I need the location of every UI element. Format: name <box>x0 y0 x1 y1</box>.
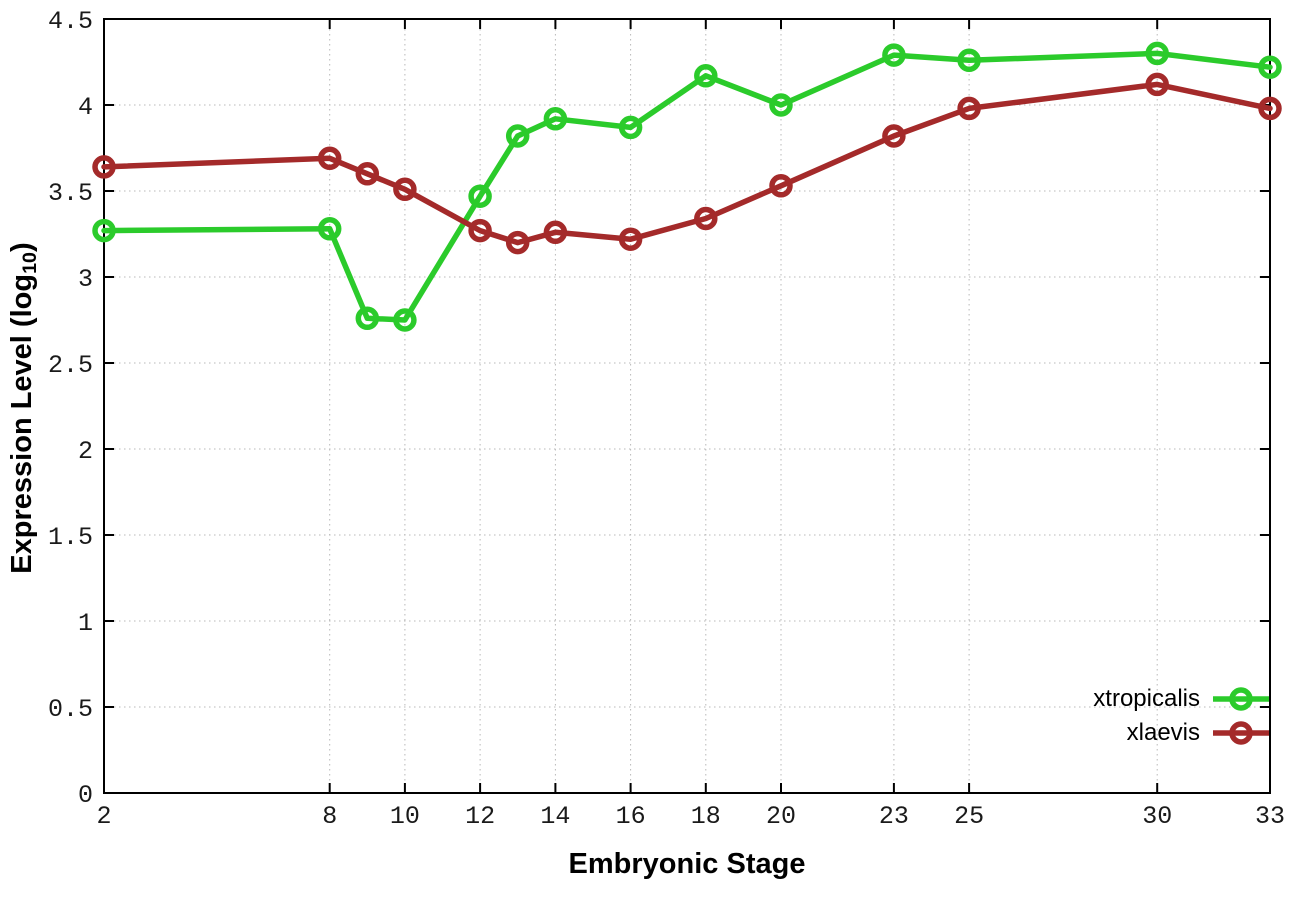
legend: xtropicalis xlaevis <box>1093 682 1272 750</box>
legend-sample-point <box>1229 687 1253 711</box>
data-point-xlaevis <box>1258 96 1282 121</box>
y-tick-label: 2.5 <box>48 351 93 380</box>
y-axis-label: Expression Level (log10) <box>4 153 41 663</box>
x-axis-label: Embryonic Stage <box>568 848 806 880</box>
data-point-xtropicalis <box>317 217 342 241</box>
y-axis-label-text: Expression Level (log <box>6 273 38 574</box>
y-tick-label: 1 <box>78 609 93 638</box>
x-tick-label: 23 <box>879 802 909 831</box>
data-point-xtropicalis <box>468 184 492 208</box>
x-tick-label: 14 <box>540 802 570 831</box>
data-point-xlaevis <box>543 220 568 245</box>
data-point-xlaevis <box>957 96 981 121</box>
data-point-xlaevis <box>317 146 342 171</box>
data-point-xtropicalis <box>769 93 793 117</box>
y-tick-label: 4 <box>78 93 93 122</box>
y-tick-label: 2 <box>78 437 93 466</box>
data-point-xlaevis <box>618 227 643 251</box>
legend-item-xtropicalis: xtropicalis <box>1093 682 1272 716</box>
y-tick-label: 1.5 <box>48 523 93 552</box>
data-point-xlaevis <box>694 206 718 231</box>
legend-label-xtropicalis: xtropicalis <box>1093 685 1200 712</box>
legend-marker-xtropicalis <box>1213 687 1269 711</box>
y-tick-label: 4.5 <box>48 7 93 36</box>
data-point-xtropicalis <box>1258 55 1282 79</box>
data-point-xlaevis <box>393 177 417 202</box>
x-tick-label: 16 <box>616 802 646 831</box>
data-point-xlaevis <box>769 174 793 198</box>
data-point-xlaevis <box>355 162 380 186</box>
x-tick-label: 12 <box>465 802 495 831</box>
x-tick-label: 2 <box>96 802 111 831</box>
data-point-xlaevis <box>1145 72 1169 97</box>
legend-label-xlaevis: xlaevis <box>1126 719 1200 746</box>
x-tick-label: 30 <box>1142 802 1172 831</box>
x-tick-label: 33 <box>1255 802 1285 831</box>
x-tick-label: 8 <box>322 802 337 831</box>
legend-sample-point <box>1229 721 1253 745</box>
data-point-xlaevis <box>882 124 906 148</box>
data-point-xtropicalis <box>1145 41 1169 66</box>
data-point-xtropicalis <box>618 115 643 140</box>
y-tick-label: 3 <box>78 265 93 294</box>
data-point-xtropicalis <box>92 218 116 243</box>
data-point-xlaevis <box>92 155 116 179</box>
y-tick-label: 0.5 <box>48 695 93 724</box>
plot-border <box>103 18 1271 794</box>
data-point-xtropicalis <box>957 48 981 73</box>
y-tick-label: 0 <box>78 781 93 810</box>
x-tick-label: 20 <box>766 802 796 831</box>
series-line-xlaevis <box>101 81 1273 246</box>
data-point-xtropicalis <box>505 124 530 148</box>
data-point-xtropicalis <box>882 43 906 67</box>
data-point-xtropicalis <box>393 308 417 332</box>
data-point-xlaevis <box>505 230 530 255</box>
x-tick-label: 25 <box>954 802 984 831</box>
x-tick-label: 10 <box>390 802 420 831</box>
data-point-xtropicalis <box>355 306 380 331</box>
legend-marker-xlaevis <box>1213 721 1269 745</box>
y-axis-label-subscript: 10 <box>18 252 41 274</box>
x-tick-label: 18 <box>691 802 721 831</box>
y-tick-label: 3.5 <box>48 179 93 208</box>
data-point-xlaevis <box>468 218 492 243</box>
data-point-xtropicalis <box>694 64 718 88</box>
data-point-xtropicalis <box>543 107 568 131</box>
legend-item-xlaevis: xlaevis <box>1093 716 1272 750</box>
y-axis-label-suffix: ) <box>6 242 38 252</box>
